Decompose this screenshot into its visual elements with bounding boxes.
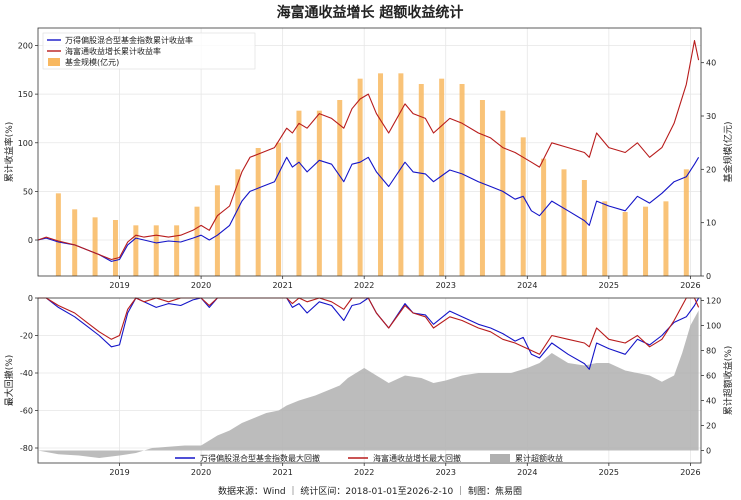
y-tick-label: 200 <box>18 42 33 51</box>
legend-box <box>42 32 256 70</box>
y2-tick-label: 40 <box>706 397 716 406</box>
x-tick-label: 2025 <box>599 281 619 290</box>
scale-bar <box>92 217 98 276</box>
y2-tick-label: 60 <box>706 372 716 381</box>
x-tick-label: 2026 <box>680 468 700 477</box>
legend-label: 基金规模(亿元) <box>65 57 119 67</box>
plot-frame <box>37 297 702 464</box>
excess-return-area <box>38 310 699 458</box>
y-tick-label: 0 <box>28 236 33 245</box>
scale-bar <box>276 142 282 276</box>
y2-tick-label: 40 <box>706 59 716 68</box>
scale-bar <box>602 201 608 276</box>
legend-swatch <box>48 58 60 66</box>
scale-bar <box>398 73 404 276</box>
fund-return-line <box>37 40 700 261</box>
scale-bar <box>112 220 118 276</box>
scale-bar <box>663 201 669 276</box>
scale-bar <box>255 148 261 276</box>
legend-label: 海富通收益增长最大回撤 <box>373 453 461 463</box>
chart-title: 海富通收益增长 超额收益统计 <box>277 4 464 21</box>
scale-bar <box>174 225 180 276</box>
scale-bar <box>418 84 424 276</box>
y-tick-label: 150 <box>18 90 33 99</box>
x-tick-label: 2019 <box>109 281 129 290</box>
y2-axis-label: 累计超额收益(%) <box>722 346 734 416</box>
scale-bar <box>459 84 465 276</box>
x-tick-label: 2022 <box>354 281 374 290</box>
scale-bar <box>581 180 587 276</box>
y2-tick-label: 0 <box>706 447 711 456</box>
x-tick-label: 2022 <box>354 468 374 477</box>
scale-bar <box>72 209 78 276</box>
footer-note: 数据来源：Wind ｜ 统计区间：2018-01-01至2026-2-10 ｜ … <box>218 485 522 497</box>
y2-tick-label: 80 <box>706 347 716 356</box>
y2-tick-label: 100 <box>706 322 721 331</box>
x-tick-label: 2021 <box>272 468 292 477</box>
x-tick-label: 2026 <box>680 281 700 290</box>
x-tick-label: 2024 <box>517 281 537 290</box>
scale-bar <box>378 73 384 276</box>
plot-frame <box>37 27 702 277</box>
scale-bar <box>357 78 363 277</box>
y-axis-label: 累计收益率(%) <box>3 122 15 183</box>
top-panel: 0 50 100 150 200 0 10 20 30 40 2019 2020 2021 2022 202… <box>3 27 734 290</box>
x-tick-label: 2021 <box>272 281 292 290</box>
scale-bar <box>683 169 689 276</box>
y2-axis-label: 基金规模(亿元) <box>722 121 734 182</box>
scale-bar <box>561 169 567 276</box>
y-tick-label: -20 <box>20 332 33 341</box>
scale-bar <box>235 169 241 276</box>
y-axis-label: 最大回撤(%) <box>3 355 15 407</box>
scale-bar <box>439 78 445 277</box>
scale-bar <box>541 158 547 276</box>
y2-tick-label: 120 <box>706 297 721 306</box>
x-tick-label: 2020 <box>191 468 211 477</box>
index-drawdown-line <box>38 297 700 370</box>
scale-bar <box>133 225 139 276</box>
legend-label: 万得偏股混合型基金指数累计收益率 <box>65 35 193 45</box>
bottom-panel: -80 -60 -40 -20 0 0 20 40 60 80 100 120 2019 2020 2021… <box>3 294 734 477</box>
x-tick-label: 2020 <box>191 281 211 290</box>
scale-bar <box>337 100 343 276</box>
scale-bar <box>479 100 485 276</box>
scale-bar <box>194 206 200 276</box>
legend-label: 海富通收益增长累计收益率 <box>65 46 161 56</box>
index-return-line <box>37 156 700 262</box>
y-tick-label: 100 <box>18 139 33 148</box>
y-tick-label: -80 <box>20 444 33 453</box>
scale-bar <box>316 110 322 277</box>
legend-label: 万得偏股混合型基金指数最大回撤 <box>200 453 320 463</box>
scale-bar <box>55 193 61 276</box>
x-tick-label: 2025 <box>599 468 619 477</box>
y-tick-label: 50 <box>23 187 33 196</box>
scale-bar <box>296 110 302 277</box>
x-tick-label: 2023 <box>436 281 456 290</box>
y-tick-label: -40 <box>20 369 33 378</box>
scale-bar <box>643 206 649 276</box>
y2-tick-label: 20 <box>706 165 716 174</box>
x-tick-label: 2024 <box>517 468 537 477</box>
x-tick-label: 2019 <box>109 468 129 477</box>
legend-label: 累计超额收益 <box>515 453 563 463</box>
legend-swatch <box>490 454 510 462</box>
y-tick-label: 0 <box>28 294 33 303</box>
y2-tick-label: 10 <box>706 219 716 228</box>
y2-tick-label: 0 <box>706 272 711 281</box>
scale-bar <box>622 212 628 276</box>
scale-bar <box>214 185 220 276</box>
fund-drawdown-line <box>38 297 700 355</box>
scale-bar <box>153 225 159 276</box>
scale-bar <box>520 137 526 276</box>
x-tick-label: 2023 <box>436 468 456 477</box>
y2-tick-label: 30 <box>706 112 716 121</box>
y-tick-label: -60 <box>20 407 33 416</box>
scale-bar <box>500 110 506 277</box>
y2-tick-label: 20 <box>706 422 716 431</box>
